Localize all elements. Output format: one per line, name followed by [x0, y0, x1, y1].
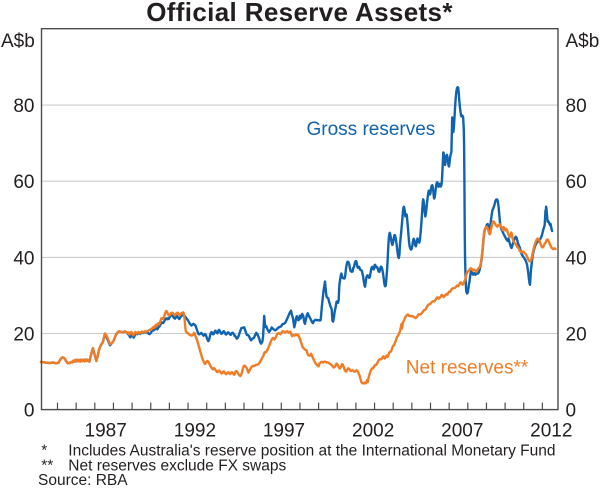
svg-text:0: 0: [566, 401, 577, 422]
svg-text:1992: 1992: [174, 421, 216, 442]
svg-text:20: 20: [566, 324, 587, 345]
svg-text:1987: 1987: [85, 421, 127, 442]
svg-text:A$b: A$b: [566, 31, 600, 52]
svg-text:**: **: [41, 458, 53, 475]
svg-text:80: 80: [566, 96, 587, 117]
svg-text:60: 60: [13, 172, 34, 193]
svg-text:Source: RBA: Source: RBA: [38, 472, 128, 489]
svg-text:2007: 2007: [441, 421, 483, 442]
svg-text:Gross reserves: Gross reserves: [307, 119, 436, 140]
svg-text:A$b: A$b: [1, 31, 35, 52]
svg-text:40: 40: [566, 248, 587, 269]
svg-text:Includes Australia's reserve p: Includes Australia's reserve position at…: [68, 443, 555, 460]
svg-text:Net reserves**: Net reserves**: [406, 357, 529, 378]
svg-text:*: *: [41, 443, 47, 460]
svg-text:2012: 2012: [530, 421, 572, 442]
svg-text:40: 40: [13, 248, 34, 269]
svg-text:1997: 1997: [263, 421, 305, 442]
svg-text:20: 20: [13, 324, 34, 345]
svg-text:Net reserves exclude FX swaps: Net reserves exclude FX swaps: [68, 458, 286, 475]
svg-text:80: 80: [13, 96, 34, 117]
svg-text:2002: 2002: [352, 421, 394, 442]
svg-text:Official Reserve Assets*: Official Reserve Assets*: [146, 0, 453, 27]
svg-text:60: 60: [566, 172, 587, 193]
svg-text:0: 0: [24, 401, 35, 422]
